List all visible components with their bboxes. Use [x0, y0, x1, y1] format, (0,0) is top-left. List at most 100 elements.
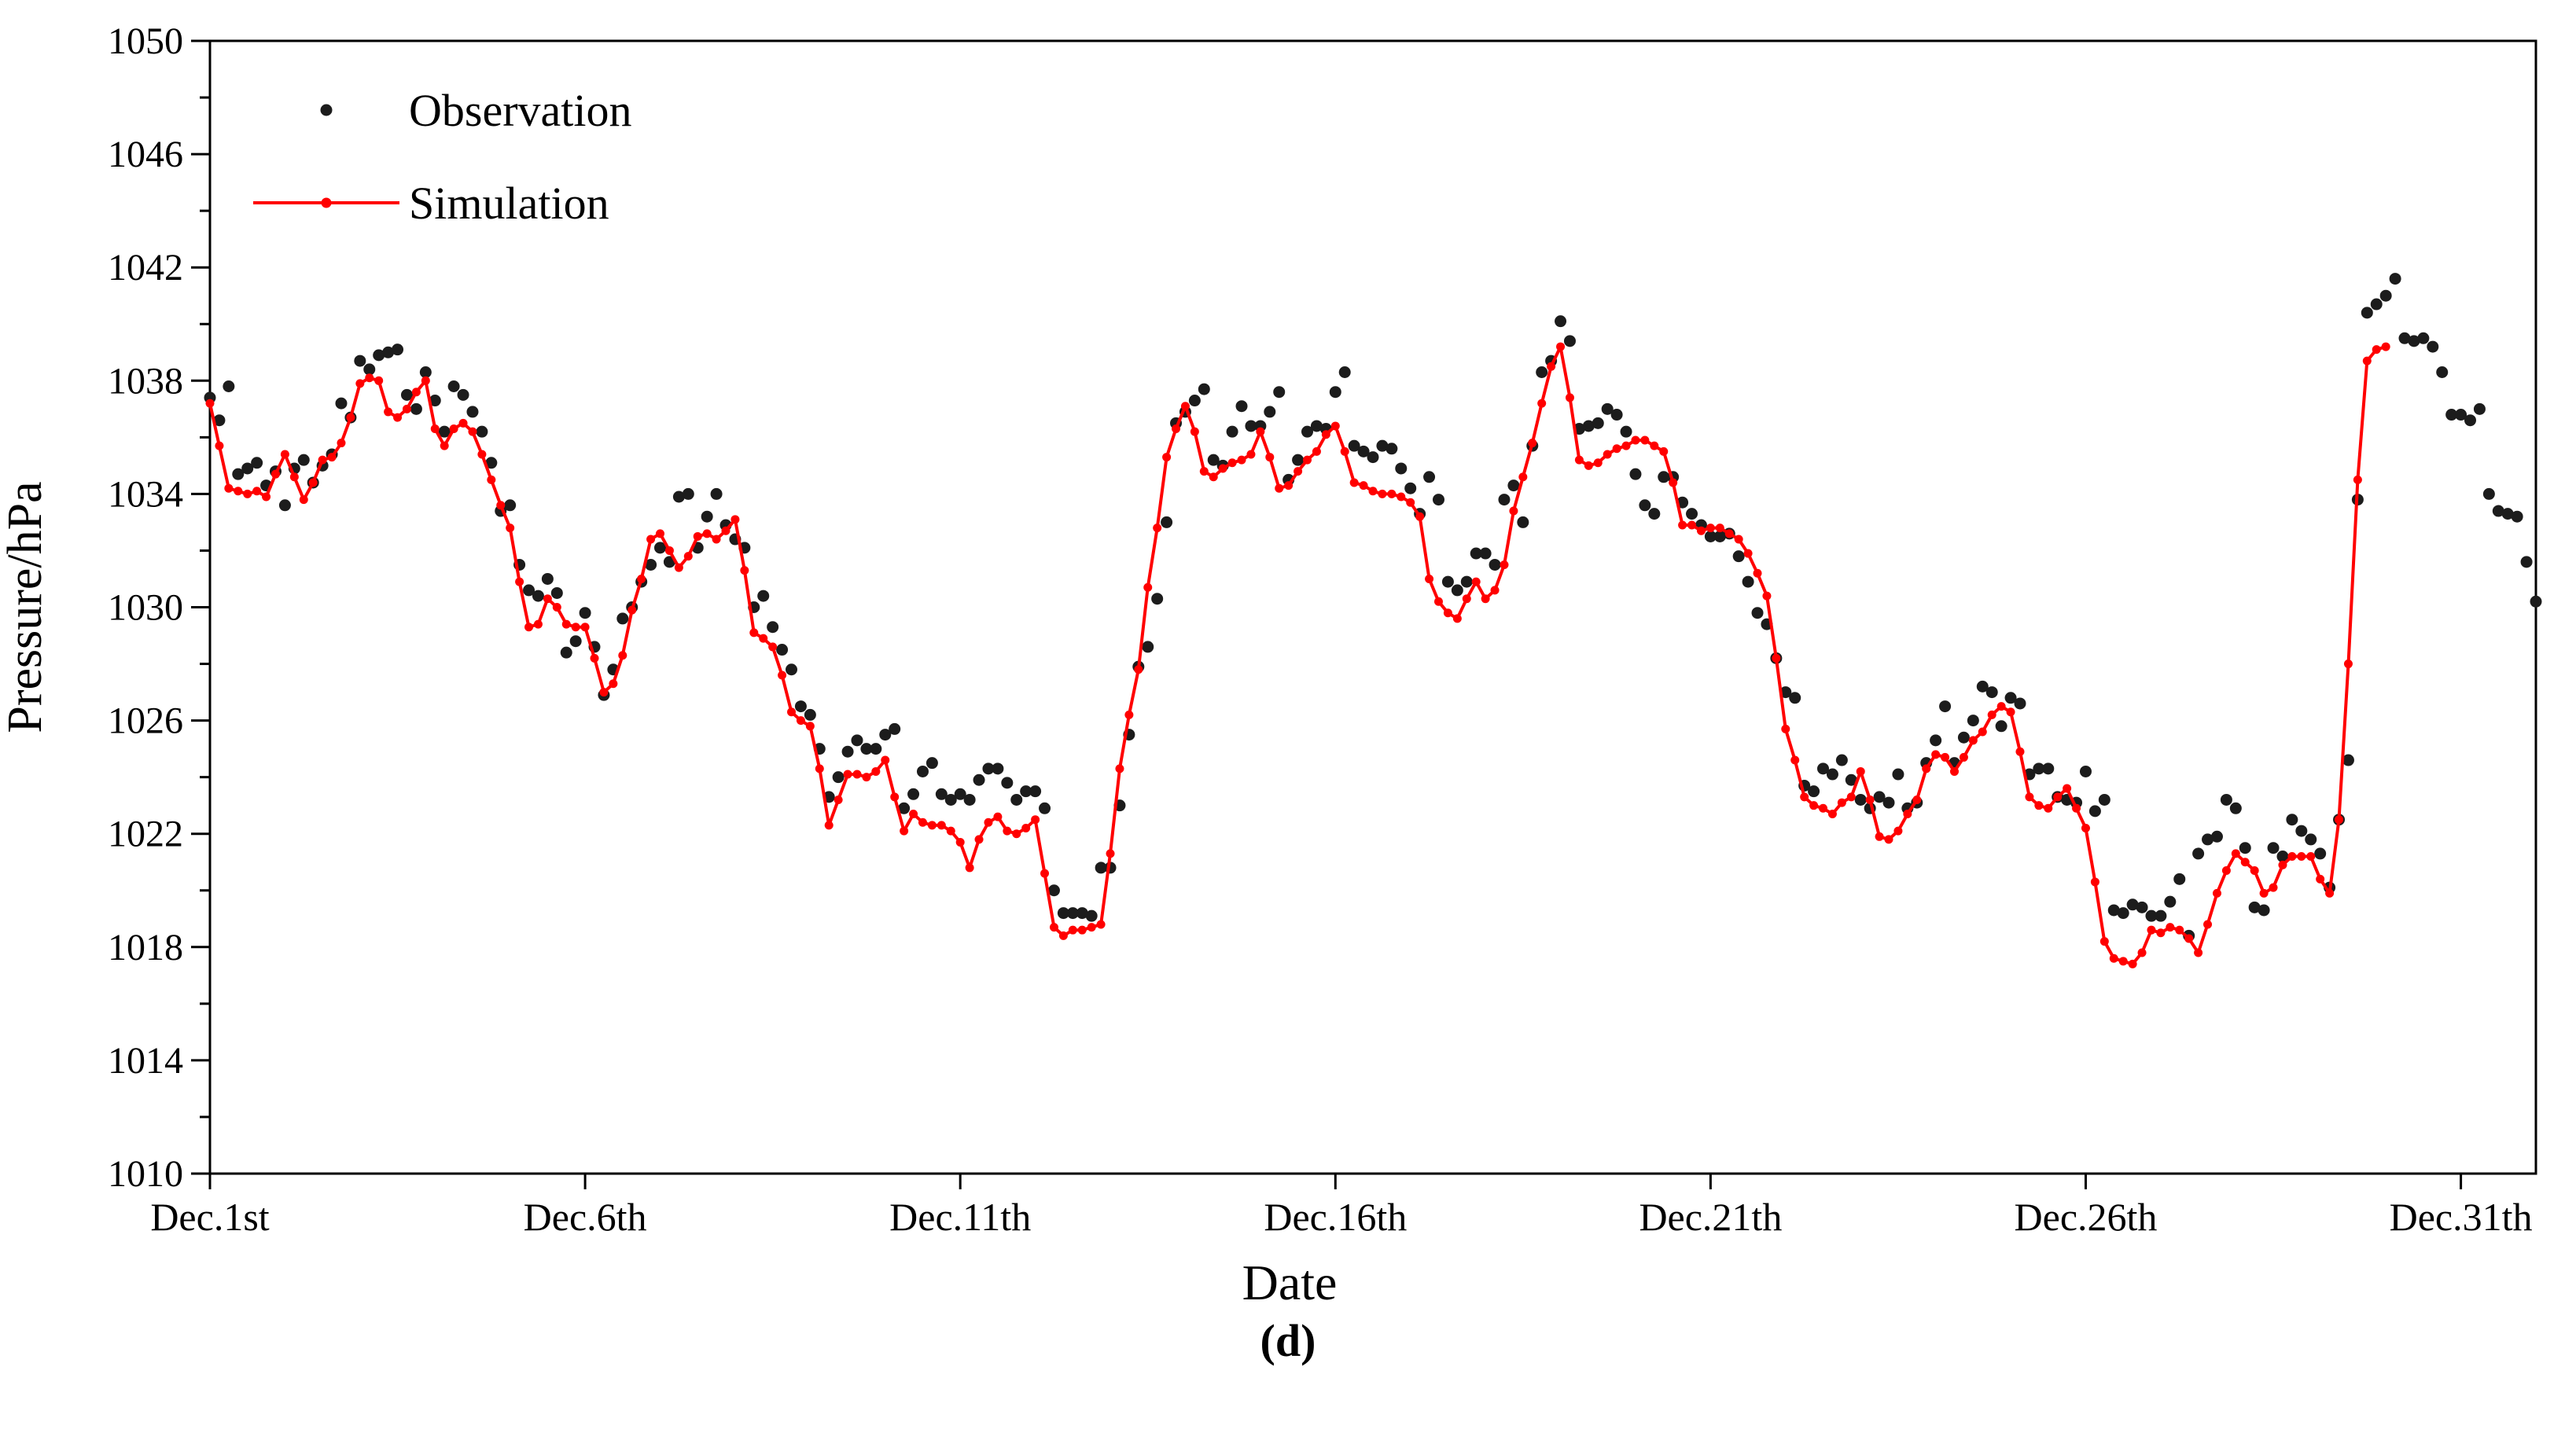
- simulation-point: [421, 376, 430, 385]
- simulation-point: [993, 812, 1003, 821]
- observation-point: [1742, 575, 1754, 588]
- observation-point: [2220, 793, 2232, 806]
- observation-point: [889, 722, 901, 735]
- simulation-point: [1172, 424, 1181, 434]
- simulation-point: [2034, 801, 2044, 810]
- observation-point: [476, 425, 488, 438]
- simulation-point: [2006, 707, 2015, 717]
- simulation-point: [243, 489, 252, 498]
- observation-point: [1039, 802, 1051, 814]
- simulation-point: [1743, 549, 1753, 558]
- y-axis: 1050 1046 1042 1038 1034 1030 1026 1022 1018 1014…: [108, 20, 210, 1195]
- observation-point: [2173, 873, 2186, 885]
- simulation-point: [2343, 660, 2353, 669]
- simulation-point: [2137, 948, 2147, 957]
- simulation-point: [1846, 792, 1856, 802]
- simulation-point: [1903, 809, 1912, 818]
- simulation-point: [533, 619, 543, 629]
- simulation-point: [1518, 472, 1528, 482]
- observation-point: [419, 366, 432, 378]
- simulation-point: [205, 399, 215, 408]
- simulation-point: [1284, 481, 1294, 491]
- simulation-point: [834, 795, 843, 804]
- simulation-point: [2025, 792, 2034, 802]
- simulation-point: [1950, 766, 1959, 776]
- observation-point: [1732, 550, 1745, 563]
- simulation-point: [1734, 535, 1743, 544]
- simulation-point: [2372, 345, 2381, 355]
- simulation-point: [1227, 458, 1237, 468]
- simulation-line: [208, 345, 2386, 966]
- simulation-point: [411, 388, 421, 397]
- simulation-point: [1096, 920, 1106, 929]
- observation-point: [2192, 847, 2205, 860]
- simulation-point: [1368, 487, 1378, 496]
- simulation-point: [571, 623, 580, 632]
- observation-point: [1704, 530, 1717, 542]
- observation-point: [1376, 439, 1389, 452]
- x-tick-label: Dec.16th: [1264, 1195, 1407, 1239]
- observation-point: [363, 363, 376, 376]
- simulation-point: [1190, 427, 1199, 436]
- y-axis-title: Pressure/hPa: [0, 481, 52, 733]
- simulation-point: [693, 531, 702, 541]
- observation-point: [335, 397, 348, 410]
- simulation-point: [656, 529, 665, 538]
- observation-point: [1629, 468, 1642, 480]
- y-tick-label: 1018: [108, 927, 183, 968]
- observation-point: [1555, 315, 1567, 328]
- simulation-point: [2109, 953, 2118, 963]
- observation-point: [1835, 754, 1848, 766]
- simulation-point: [768, 642, 778, 652]
- observation-point: [550, 586, 563, 599]
- observation-point: [1188, 395, 1201, 407]
- simulation-point: [2212, 888, 2221, 898]
- observation-point: [1245, 420, 1257, 432]
- observation-point: [1010, 793, 1023, 806]
- observation-point: [1648, 508, 1661, 520]
- simulation-point: [1827, 809, 1837, 818]
- observation-point: [1198, 383, 1210, 395]
- observation-point: [982, 762, 995, 775]
- observation-point: [1976, 680, 1989, 693]
- simulation-point: [1471, 577, 1481, 586]
- simulation-point: [909, 809, 918, 818]
- observation-point: [776, 644, 789, 656]
- x-axis-title: Date: [1242, 1255, 1338, 1310]
- simulation-point: [308, 478, 318, 487]
- observation-point: [278, 499, 291, 512]
- simulation-point: [252, 487, 262, 496]
- observation-point: [2511, 510, 2523, 523]
- simulation-point: [1303, 455, 1312, 465]
- simulation-point: [262, 492, 271, 502]
- simulation-point: [1387, 489, 1397, 498]
- simulation-point: [1134, 665, 1143, 674]
- simulation-point: [1153, 524, 1162, 533]
- observation-point: [297, 454, 310, 466]
- observation-point: [1967, 715, 1979, 727]
- simulation-point: [1612, 444, 1621, 454]
- simulation-point: [552, 603, 561, 612]
- observation-point: [2492, 505, 2504, 517]
- observation-point: [2520, 556, 2533, 568]
- observation-point: [832, 771, 845, 784]
- simulation-point: [2306, 852, 2316, 862]
- observation-point: [1817, 762, 1830, 775]
- observation-point: [2314, 847, 2327, 860]
- observation-point: [2276, 851, 2289, 863]
- simulation-point: [2278, 860, 2287, 869]
- simulation-point: [721, 526, 730, 535]
- simulation-point: [430, 424, 440, 434]
- observation-point: [223, 380, 235, 393]
- simulation-point: [712, 535, 721, 544]
- observation-point: [2286, 814, 2298, 826]
- observation-point: [1395, 462, 1408, 475]
- observation-point: [1582, 420, 1595, 432]
- simulation-point: [740, 566, 749, 575]
- observation-point: [523, 584, 535, 597]
- observation-point: [2501, 508, 2514, 520]
- observation-point: [485, 457, 498, 469]
- observation-point: [2126, 898, 2139, 911]
- observation-point: [851, 734, 863, 747]
- simulation-point: [2090, 877, 2099, 887]
